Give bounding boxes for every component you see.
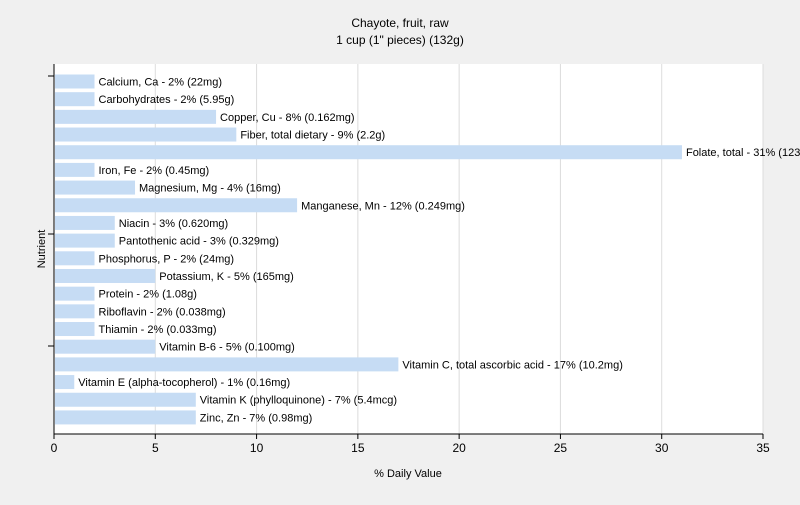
plot-area — [54, 64, 763, 434]
bar — [55, 251, 95, 266]
bar — [55, 109, 217, 124]
bar — [55, 410, 196, 425]
bar-label: Iron, Fe - 2% (0.45mg) — [99, 165, 210, 177]
chart-subtitle: 1 cup (1" pieces) (132g) — [336, 33, 464, 47]
x-axis-label: % Daily Value — [374, 468, 442, 480]
axes — [53, 64, 763, 435]
bars — [55, 74, 682, 425]
x-tick-label: 25 — [554, 441, 568, 455]
bar — [55, 198, 298, 213]
bar — [55, 162, 95, 177]
bar-label: Zinc, Zn - 7% (0.98mg) — [200, 412, 312, 424]
bar-labels: Calcium, Ca - 2% (22mg) Carbohydrates - 2… — [78, 77, 800, 425]
x-axis-ticks: 0 5 10 15 20 25 30 35 — [51, 434, 770, 455]
y-axis-ticks — [48, 75, 54, 347]
bar — [55, 268, 156, 283]
bar-label: Vitamin B-6 - 5% (0.100mg) — [159, 342, 295, 354]
x-tick-label: 30 — [655, 441, 669, 455]
bar — [55, 286, 95, 301]
x-tick-label: 0 — [51, 441, 58, 455]
bar-label: Carbohydrates - 2% (5.95g) — [99, 94, 235, 106]
bar — [55, 127, 237, 142]
x-tick-label: 35 — [756, 441, 770, 455]
bar — [55, 322, 95, 337]
x-tick-label: 10 — [250, 441, 264, 455]
bar-label: Vitamin E (alpha-tocopherol) - 1% (0.16m… — [78, 377, 290, 389]
bar-label: Magnesium, Mg - 4% (16mg) — [139, 183, 281, 195]
bar-label: Niacin - 3% (0.620mg) — [119, 218, 228, 230]
bar-label: Calcium, Ca - 2% (22mg) — [99, 77, 222, 89]
bar — [55, 145, 682, 160]
bar — [55, 339, 156, 354]
chart-title: Chayote, fruit, raw — [351, 16, 449, 30]
bar — [55, 392, 196, 407]
bar-label: Thiamin - 2% (0.033mg) — [99, 324, 217, 336]
bar — [55, 92, 95, 107]
x-tick-label: 20 — [452, 441, 466, 455]
gridlines — [154, 64, 764, 434]
bar — [55, 357, 399, 372]
x-tick-label: 5 — [152, 441, 159, 455]
bar — [55, 215, 115, 230]
x-tick-label: 15 — [351, 441, 365, 455]
bar-label: Vitamin C, total ascorbic acid - 17% (10… — [402, 359, 623, 371]
bar-label: Phosphorus, P - 2% (24mg) — [99, 253, 235, 265]
bar-label: Copper, Cu - 8% (0.162mg) — [220, 112, 355, 124]
bar — [55, 74, 95, 89]
bar-label: Fiber, total dietary - 9% (2.2g) — [240, 130, 385, 142]
bar-label: Pantothenic acid - 3% (0.329mg) — [119, 236, 279, 248]
bar-label: Protein - 2% (1.08g) — [99, 289, 197, 301]
bar-label: Riboflavin - 2% (0.038mg) — [99, 306, 226, 318]
bar-label: Folate, total - 31% (123mcg) — [686, 147, 800, 159]
bar — [55, 233, 115, 248]
bar — [55, 304, 95, 319]
bar-label: Potassium, K - 5% (165mg) — [159, 271, 293, 283]
bar — [55, 180, 136, 195]
bar — [55, 375, 75, 390]
bar-label: Vitamin K (phylloquinone) - 7% (5.4mcg) — [200, 395, 397, 407]
bar-label: Manganese, Mn - 12% (0.249mg) — [301, 200, 465, 212]
y-axis-label: Nutrient — [36, 230, 48, 269]
